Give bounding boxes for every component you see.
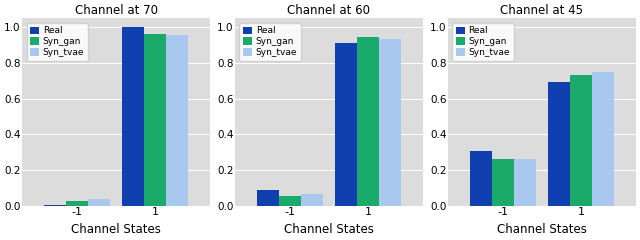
Bar (592, 72, 614, 206)
Legend: Real, Syn_gan, Syn_tvae: Real, Syn_gan, Syn_tvae (452, 23, 514, 61)
Bar (166, 35, 188, 206)
X-axis label: Channel States: Channel States (284, 223, 374, 236)
X-axis label: Channel States: Channel States (71, 223, 161, 236)
Bar (570, 75, 592, 206)
Title: Channel at 45: Channel at 45 (500, 4, 583, 17)
Title: Channel at 60: Channel at 60 (287, 4, 371, 17)
Bar (357, 37, 379, 206)
Legend: Real, Syn_gan, Syn_tvae: Real, Syn_gan, Syn_tvae (27, 23, 88, 61)
Bar (144, 34, 166, 206)
Bar (122, 27, 144, 206)
Bar (470, 150, 492, 206)
Bar (301, 194, 323, 206)
Bar (279, 196, 301, 206)
Bar (44, 205, 66, 206)
X-axis label: Channel States: Channel States (497, 223, 587, 236)
Bar (88, 199, 110, 206)
Bar (335, 43, 357, 206)
Title: Channel at 70: Channel at 70 (75, 4, 157, 17)
Bar (492, 159, 514, 206)
Bar (548, 82, 570, 206)
Bar (66, 201, 88, 206)
Bar (379, 39, 401, 206)
Bar (257, 190, 279, 206)
Bar (514, 159, 536, 206)
Legend: Real, Syn_gan, Syn_tvae: Real, Syn_gan, Syn_tvae (239, 23, 301, 61)
